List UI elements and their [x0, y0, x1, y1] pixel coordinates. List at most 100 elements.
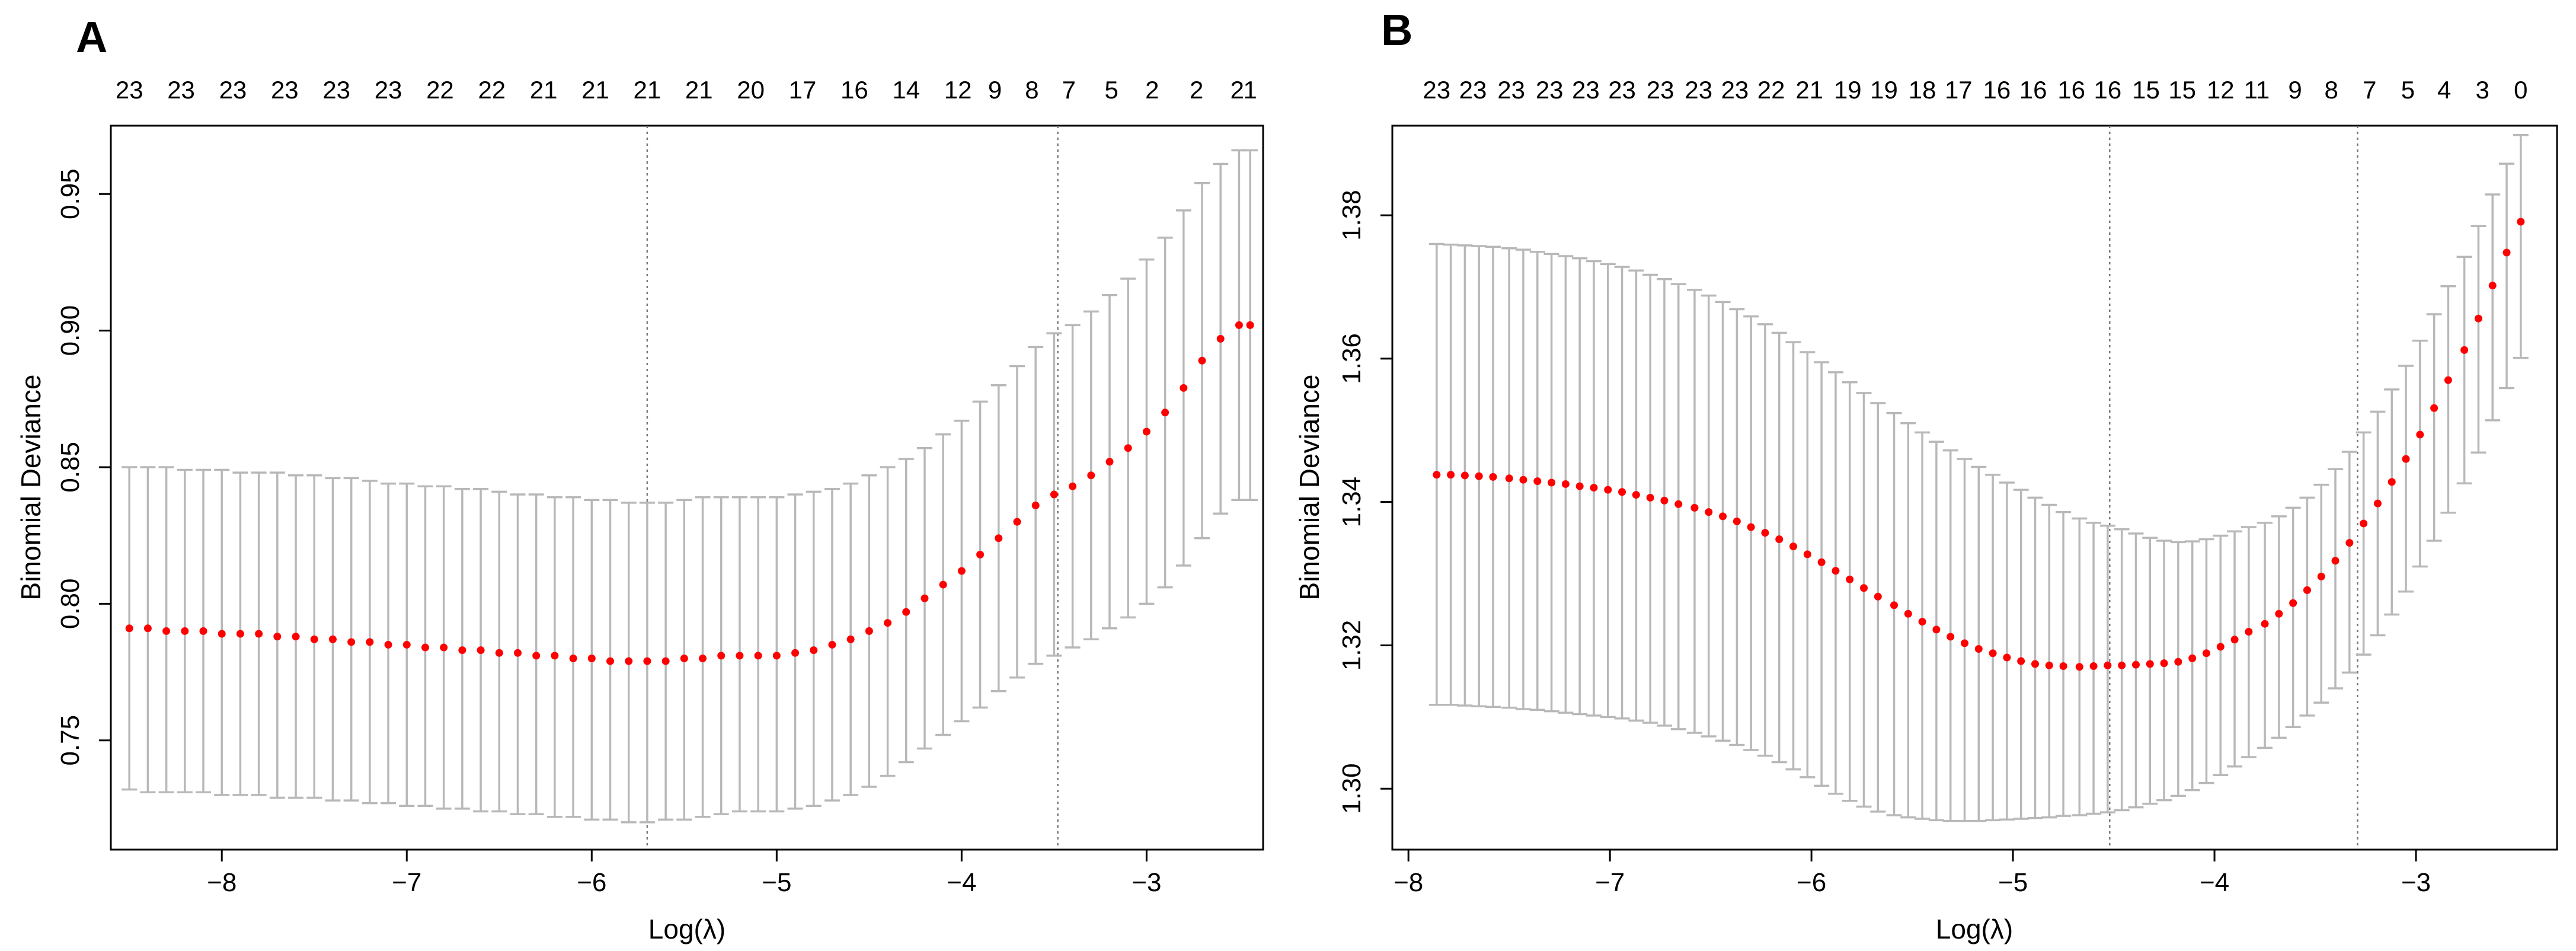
panel-b-data-point — [2444, 376, 2452, 384]
panel-b-data-point — [1775, 535, 1784, 544]
panel-b-data-point — [1575, 482, 1584, 490]
panel-a-data-point — [421, 643, 429, 652]
panel-a-y-tick-label: 0.75 — [56, 715, 85, 766]
panel-b-data-point — [2003, 653, 2011, 662]
panel-b-y-axis-title: Binomial Deviance — [1294, 375, 1325, 601]
panel-a-top-count-label: 17 — [789, 76, 817, 104]
panel-b: B −8 −7 −6 −5 −4 −3 1.30 1.32 1.34 1.36 1.38 23 23 23… — [1294, 5, 2558, 944]
panel-a-data-point — [1087, 471, 1095, 480]
panel-a-data-point — [495, 649, 503, 657]
panel-a-data-point — [1069, 482, 1077, 490]
panel-a-data-point — [921, 594, 929, 602]
panel-a-data-point — [1013, 518, 1021, 526]
panel-a-top-count-label: 22 — [426, 76, 454, 104]
panel-b-data-point — [2416, 430, 2424, 439]
panel-b-top-count-label: 19 — [1834, 76, 1862, 104]
panel-a-data-point — [828, 640, 836, 649]
panel-b-top-count-label: 3 — [2476, 76, 2489, 104]
panel-b-top-count-label: 23 — [1497, 76, 1525, 104]
panel-b-top-count-label: 23 — [1608, 76, 1636, 104]
panel-a-data-point — [680, 654, 688, 662]
panel-b-data-point — [1761, 529, 1769, 537]
panel-b-data-point — [1733, 517, 1741, 525]
panel-a-data-point — [846, 635, 855, 643]
panel-b-top-count-label: 23 — [1536, 76, 1564, 104]
panel-a-data-point — [143, 624, 152, 633]
panel-b-data-point — [2289, 599, 2297, 607]
panel-a-y-tick-label: 0.95 — [56, 168, 85, 219]
panel-b-data-point — [2174, 658, 2182, 666]
panel-a-marks: −8 −7 −6 −5 −4 −3 0.75 0.80 0.85 0.90 0.95 23 23 23 23… — [56, 76, 1258, 897]
panel-a-data-point — [569, 654, 577, 662]
panel-a-data-point — [255, 630, 263, 638]
panel-a-data-point — [328, 635, 337, 643]
panel-a-top-count-label: 20 — [737, 76, 765, 104]
panel-a-data-point — [754, 652, 762, 660]
panel-a-x-axis-title: Log(λ) — [648, 914, 726, 944]
panel-a-data-point — [1198, 356, 1206, 365]
panel-b-data-point — [2045, 661, 2053, 669]
panel-a-data-point — [865, 627, 873, 635]
panel-b-data-point — [1832, 567, 1840, 575]
panel-a-data-point — [772, 652, 781, 660]
panel-a-data-point — [643, 657, 651, 665]
panel-b-data-point — [1932, 626, 1941, 634]
panel-b-top-count-label: 23 — [1685, 76, 1712, 104]
panel-b-data-point — [1519, 476, 1527, 484]
panel-b-data-point — [1961, 639, 1969, 647]
panel-a-top-count-label: 12 — [944, 76, 972, 104]
panel-b-top-count-label: 9 — [2288, 76, 2302, 104]
panel-b-data-point — [2517, 218, 2525, 226]
panel-b-top-count-label: 0 — [2514, 76, 2527, 104]
panel-a-x-tick-label: −3 — [1132, 868, 1161, 897]
panel-a-top-count-label: 2 — [1190, 76, 1203, 104]
panel-b-data-point — [2503, 248, 2511, 257]
panel-a-data-point — [125, 624, 133, 633]
panel-b-x-tick-label: −5 — [1998, 868, 2028, 897]
panel-b-top-count-label: 23 — [1572, 76, 1600, 104]
panel-b-top-count-label: 16 — [2094, 76, 2122, 104]
panel-b-data-point — [1747, 523, 1755, 531]
panel-b-data-point — [1890, 601, 1899, 609]
panel-a-data-point — [310, 635, 318, 643]
panel-b-data-point — [1632, 491, 1640, 499]
panel-a-top-count-label: 8 — [1025, 76, 1038, 104]
panel-b-letter: B — [1381, 5, 1412, 55]
panel-b-data-point — [2345, 539, 2354, 547]
panel-b-data-point — [2017, 657, 2025, 665]
panel-a-x-tick-label: −6 — [577, 868, 606, 897]
panel-b-data-point — [2118, 661, 2126, 669]
panel-a-top-count-label: 16 — [840, 76, 868, 104]
panel-a-data-point — [458, 646, 466, 655]
panel-b-data-point — [1505, 474, 1513, 483]
panel-a-top-count-label: 2 — [1145, 76, 1159, 104]
panel-a-data-point — [402, 640, 411, 649]
panel-b-top-count-label: 15 — [2132, 76, 2160, 104]
panel-b-data-point — [1447, 471, 1455, 479]
panel-a-top-count-label: 21 — [530, 76, 558, 104]
panel-b-data-point — [2188, 654, 2197, 662]
panel-b-data-point — [1433, 471, 1441, 479]
panel-a-top-count-label: 7 — [1062, 76, 1076, 104]
panel-b-top-count-label: 4 — [2437, 76, 2451, 104]
panel-b-data-point — [1548, 478, 1556, 487]
panel-b-x-tick-label: −8 — [1394, 868, 1423, 897]
panel-b-top-count-label: 19 — [1870, 76, 1898, 104]
panel-b-x-tick-label: −6 — [1797, 868, 1826, 897]
panel-a-data-point — [1105, 458, 1114, 466]
panel-a-top-count-label: 9 — [988, 76, 1002, 104]
panel-a-top-count-label: 23 — [167, 76, 195, 104]
panel-b-data-point — [2360, 519, 2368, 528]
panel-b-data-point — [2059, 662, 2067, 671]
panel-a-top-count-label: 21 — [581, 76, 609, 104]
panel-a-data-point — [995, 534, 1003, 542]
panel-a-top-count-label: 23 — [116, 76, 143, 104]
panel-a-x-tick-label: −8 — [207, 868, 236, 897]
panel-b-top-count-label: 23 — [1721, 76, 1749, 104]
panel-b-data-point — [1604, 486, 1612, 494]
panel-b-top-count-label: 23 — [1647, 76, 1674, 104]
panel-a-data-point — [957, 567, 966, 575]
panel-b-y-tick-label: 1.34 — [1337, 477, 1366, 528]
panel-b-data-point — [1590, 484, 1598, 492]
